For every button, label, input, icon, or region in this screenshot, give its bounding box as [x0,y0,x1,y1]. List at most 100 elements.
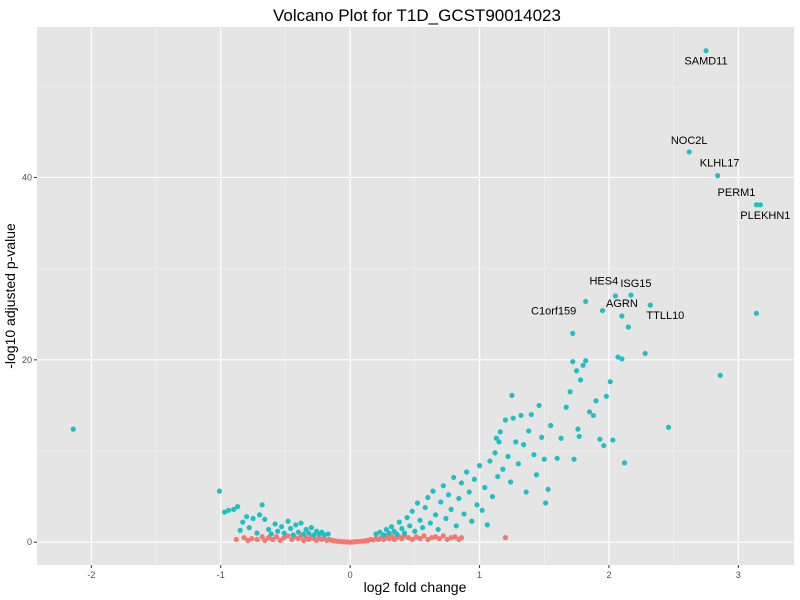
significant-point [268,531,274,537]
not-significant-point [277,537,283,543]
significant-point [509,392,515,398]
significant-point [528,411,534,418]
significant-point [489,494,496,500]
significant-point [399,525,405,532]
significant-point [487,458,493,464]
y-tick-label: 0 [27,537,32,547]
significant-point [246,525,252,531]
not-significant-point [259,534,265,540]
significant-point [597,436,603,442]
significant-point [482,484,488,491]
not-significant-point [285,533,291,539]
significant-point [216,488,223,494]
significant-point [443,515,449,522]
x-tick-label: 1 [477,570,482,580]
significant-point [461,511,467,517]
significant-point [306,530,312,536]
significant-point [259,502,265,508]
significant-point [567,389,573,395]
gene-label: AGRN [606,298,638,310]
significant-point [308,525,314,531]
significant-point [396,519,402,525]
not-significant-point [269,536,276,543]
significant-point [523,489,529,495]
significant-point [244,514,250,520]
significant-point [715,173,721,179]
significant-point [383,526,389,533]
significant-point [536,402,542,409]
significant-point [420,525,426,531]
significant-point [464,469,470,475]
not-significant-point [421,533,427,539]
significant-point [533,472,540,478]
not-significant-point [440,533,446,539]
significant-point [394,531,400,537]
significant-point [583,298,589,305]
significant-point [479,507,485,513]
significant-point [500,466,506,472]
significant-point [590,412,597,419]
significant-point [300,531,307,537]
significant-point [484,522,490,528]
significant-point [288,525,294,532]
not-significant-point [432,534,439,540]
not-significant-point [249,535,255,542]
significant-point [440,483,446,489]
significant-point [599,307,606,314]
significant-point [539,434,545,440]
not-significant-point [425,536,431,543]
chart-title: Volcano Plot for T1D_GCST90014023 [273,6,561,25]
significant-point [409,508,415,514]
significant-point [407,523,413,529]
significant-point [574,368,580,374]
significant-point [469,518,475,524]
significant-point [234,504,241,510]
not-significant-point [436,535,443,542]
not-significant-point [458,535,465,541]
not-significant-point [281,535,287,541]
significant-point [272,521,278,527]
significant-point [254,530,260,536]
significant-point [495,473,501,480]
significant-point [311,532,317,538]
significant-point [466,489,472,495]
significant-point [554,455,560,461]
axis-ticks: -2 -1 0 1 2 3 0 20 40 [22,172,741,580]
significant-point [593,398,599,404]
gene-labels: SAMD11 NOC2L KLHL17 PERM1 PLEKHN1 HES4 ISG15 AG… [531,56,790,322]
gene-label: TTLL10 [646,310,684,322]
significant-point [497,429,503,435]
gene-label: ISG15 [620,278,651,290]
significant-point [262,516,268,523]
significant-point [295,529,301,535]
not-significant-point [444,536,450,543]
significant-point [575,426,581,432]
significant-point [586,409,593,415]
significant-point [518,412,524,419]
not-significant-point [254,536,260,543]
significant-point [377,529,383,535]
significant-point [717,372,723,378]
not-significant-point [409,536,415,543]
significant-point [250,515,256,522]
gene-label: PLEKHN1 [740,210,790,222]
significant-point [558,435,564,441]
significant-point [665,424,672,430]
significant-point [476,463,483,469]
significant-point [448,506,454,512]
significant-point [570,359,576,365]
not-significant-point [262,537,268,543]
significant-point [386,530,392,536]
y-axis-title: -log10 adjusted p-value [2,223,18,369]
significant-point [531,452,537,458]
significant-point [526,428,532,434]
significant-point [607,379,613,385]
not-significant-point [502,535,509,541]
not-significant-point [233,536,239,543]
significant-point [612,293,619,299]
gene-label: NOC2L [671,135,708,147]
significant-point [438,499,444,505]
significant-point [647,302,653,308]
significant-point [278,524,285,530]
significant-point [576,433,582,440]
